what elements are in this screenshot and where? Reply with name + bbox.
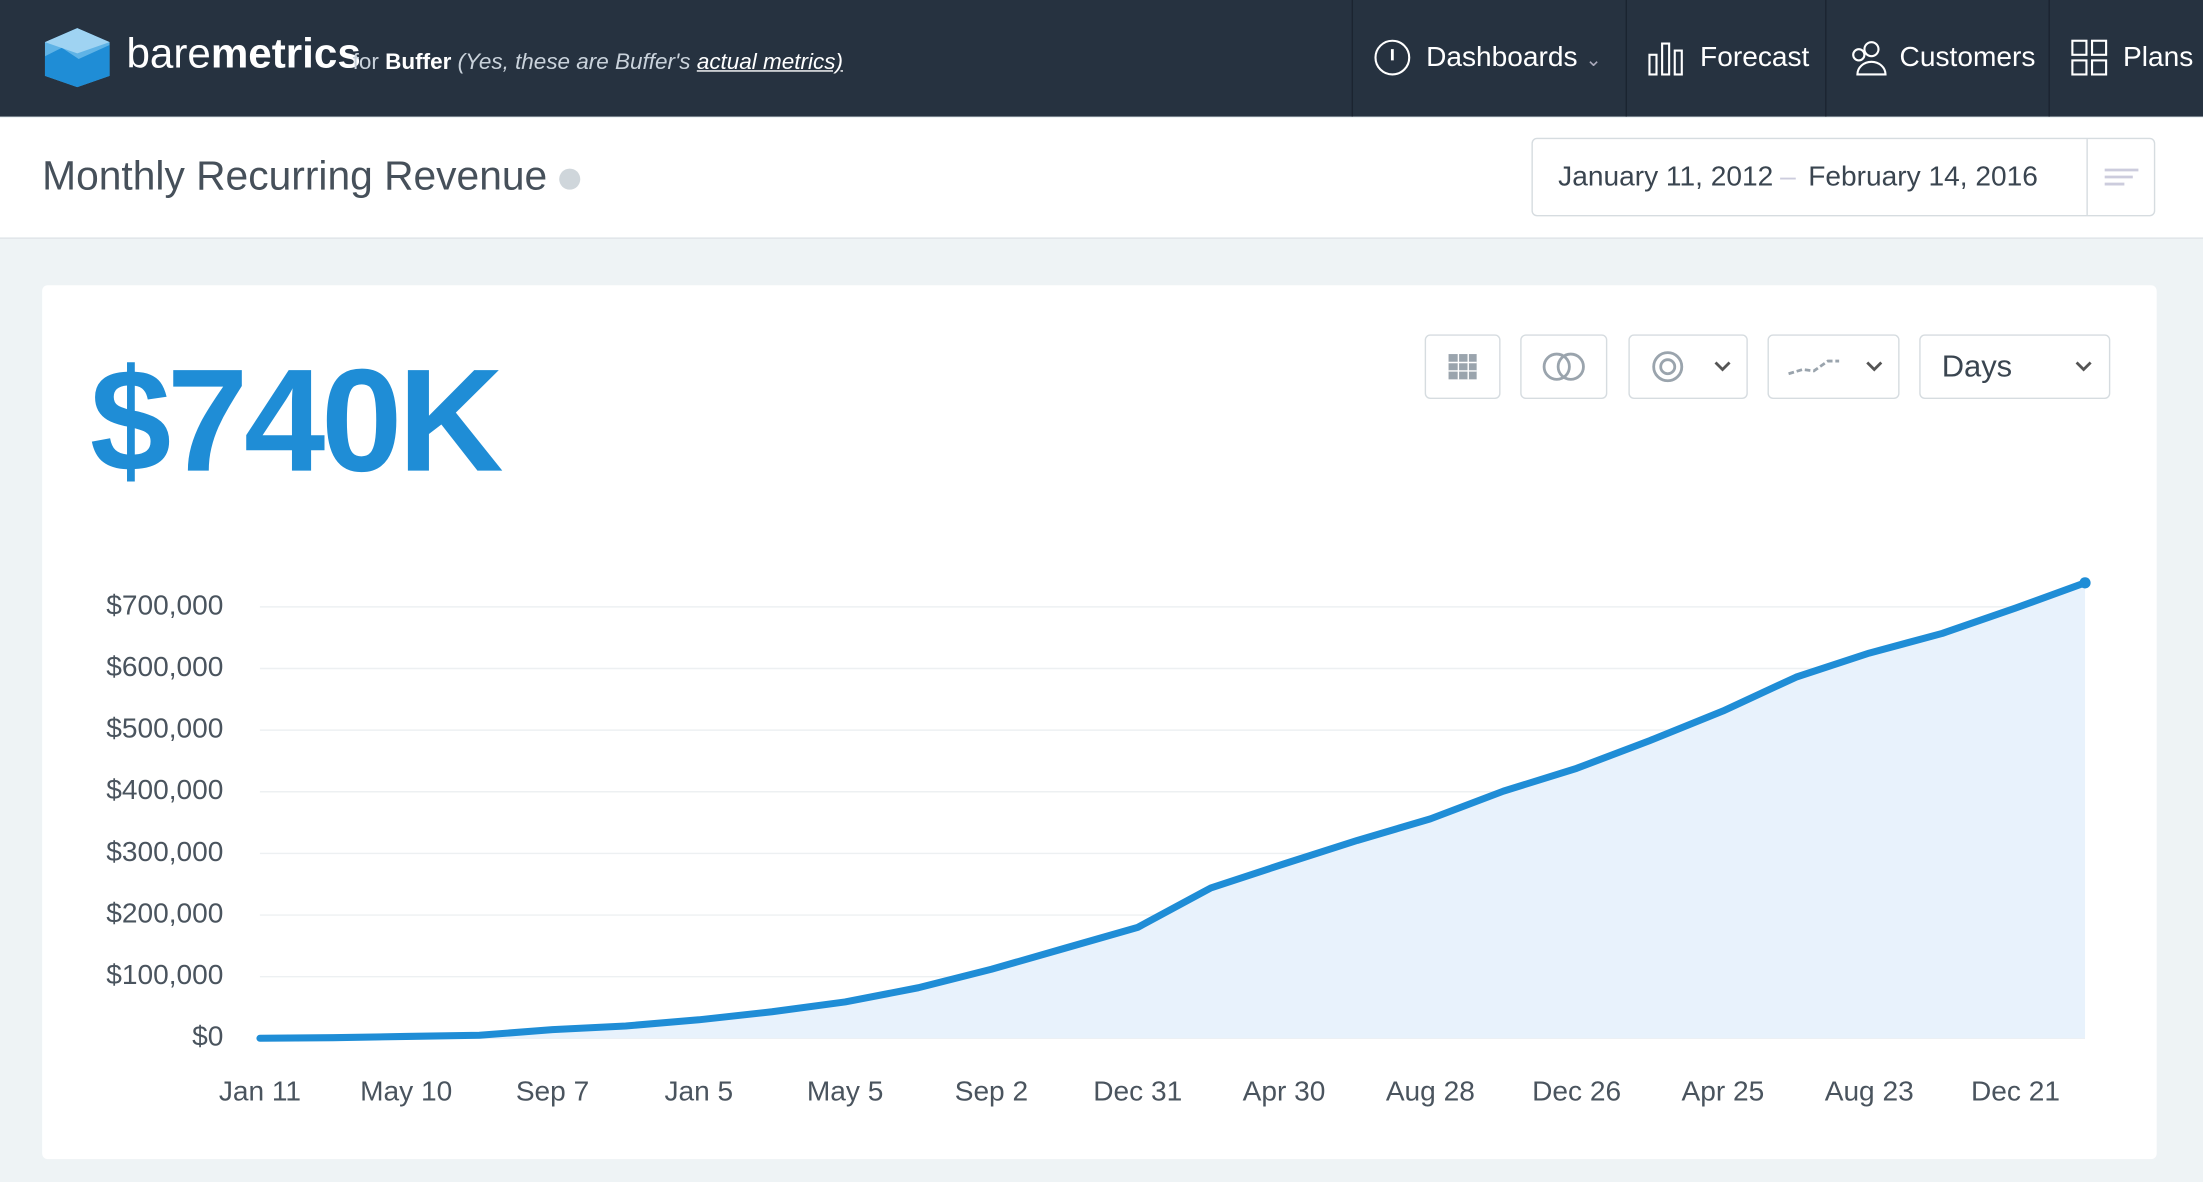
nav-plans[interactable]: Plans (2048, 0, 2203, 117)
for-text: for (352, 50, 379, 75)
interval-label: Days (1941, 348, 2013, 384)
icon (1648, 42, 1683, 76)
y-tick-label: $400,000 (106, 774, 223, 805)
dash: – (1780, 161, 1796, 193)
menu-button[interactable] (2086, 139, 2155, 215)
icon (2104, 168, 2139, 186)
interval-dropdown[interactable]: Days (1919, 334, 2111, 400)
date-range[interactable]: January 11, 2012 – February 14, 2016 (1531, 137, 2156, 217)
x-tick-label: May 5 (807, 1076, 883, 1107)
icon (2071, 39, 2108, 76)
area (259, 582, 2086, 1039)
nav-label: Customers (1899, 42, 2036, 74)
company: Buffer (385, 50, 452, 75)
y-tick-label: $700,000 (106, 589, 223, 620)
brand[interactable]: baremetrics (126, 31, 360, 79)
nav-customers[interactable]: Customers (1825, 0, 2048, 117)
y-tick-label: $300,000 (106, 836, 223, 867)
nav-label: Plans (2122, 42, 2194, 74)
icon (2075, 361, 2092, 372)
goal-dropdown[interactable] (1628, 334, 1748, 400)
date-end: February 14, 2016 (1808, 161, 2038, 193)
icon (1374, 39, 1411, 76)
brand-light: bare (126, 30, 211, 78)
nav-forecast[interactable]: Forecast (1625, 0, 1826, 117)
headline-value: $740K (89, 340, 504, 503)
icon (1852, 41, 1887, 76)
nav-bar: baremetrics for Buffer (Yes, these are B… (0, 0, 2203, 117)
note-link[interactable]: actual metrics) (696, 50, 843, 75)
note: (Yes, these are Buffer's (457, 50, 691, 75)
x-tick-label: Dec 31 (1093, 1076, 1182, 1107)
page-header: Monthly Recurring Revenue January 11, 20… (0, 118, 2203, 239)
line (256, 579, 2089, 1042)
y-tick-label: $500,000 (106, 713, 223, 744)
nav-dashboards[interactable]: Dashboards ⌄ (1351, 0, 1626, 117)
x-tick-label: May 10 (360, 1076, 452, 1107)
x-tick-label: Aug 23 (1825, 1076, 1914, 1107)
icon (1652, 351, 1731, 383)
table-button[interactable] (1424, 334, 1501, 400)
x-tick-label: Apr 30 (1243, 1076, 1326, 1107)
y-tick-label: $100,000 (106, 959, 223, 990)
x-tick-label: Sep 7 (516, 1076, 589, 1107)
nav-label: Dashboards (1426, 42, 1578, 74)
date-start: January 11, 2012 (1558, 161, 1774, 193)
y-tick-label: $200,000 (106, 897, 223, 928)
brand-subtitle: for Buffer (Yes, these are Buffer's actu… (353, 51, 843, 76)
x-tick-label: Apr 25 (1682, 1076, 1765, 1107)
x-tick-label: Dec 26 (1532, 1076, 1621, 1107)
x-tick-label: Jan 5 (664, 1076, 733, 1107)
x-tick-label: Sep 2 (955, 1076, 1028, 1107)
icon (1788, 359, 1883, 376)
brand-bold: metrics (210, 30, 361, 78)
logo (44, 28, 110, 88)
chart-style-dropdown[interactable] (1767, 334, 1900, 400)
compare-button[interactable] (1520, 334, 1608, 400)
x-tick-label: Jan 11 (219, 1076, 301, 1107)
y-tick-label: $0 (192, 1021, 223, 1052)
icon (1448, 354, 1477, 380)
nav-label: Forecast (1700, 42, 1810, 74)
title-text: Monthly Recurring Revenue (42, 154, 548, 200)
end-point (2079, 577, 2091, 589)
icon (1542, 352, 1585, 381)
x-tick-label: Aug 28 (1386, 1076, 1475, 1107)
page-title: Monthly Recurring Revenue (42, 154, 580, 201)
x-tick-label: Dec 21 (1971, 1076, 2060, 1107)
y-tick-label: $600,000 (106, 651, 223, 682)
